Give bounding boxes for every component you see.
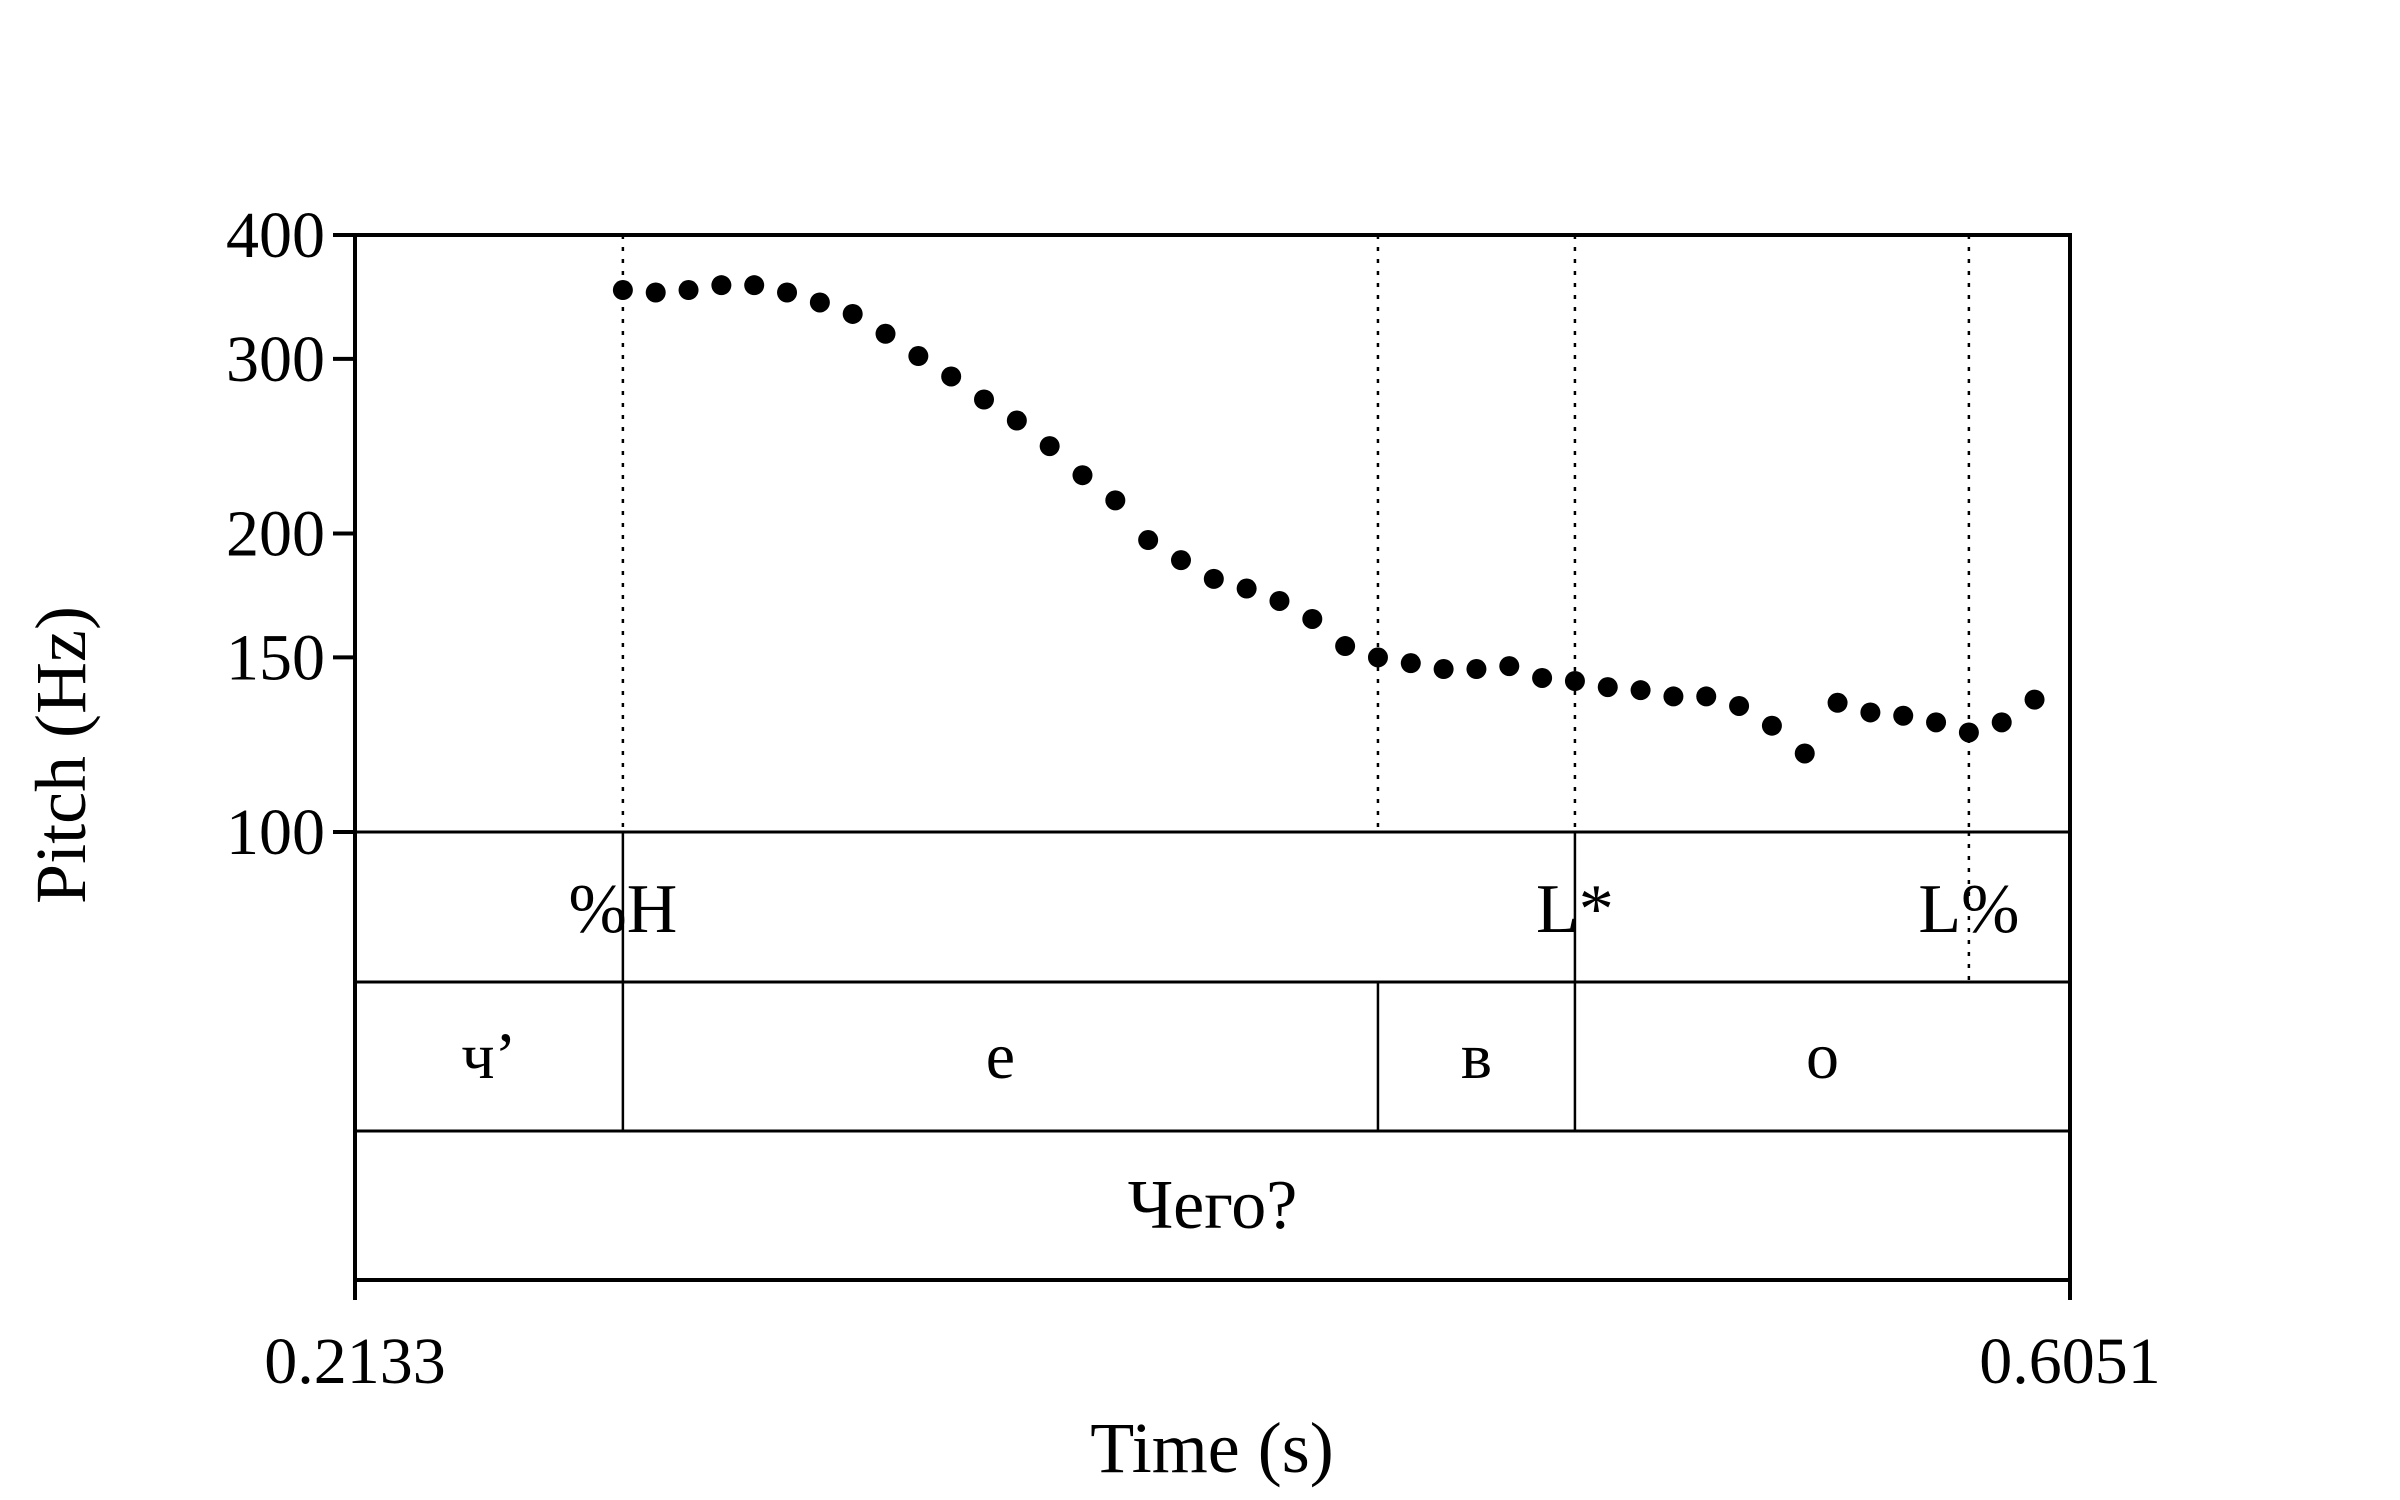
pitch-point <box>1170 550 1191 571</box>
word-label: Чего? <box>1128 1167 1298 1244</box>
pitch-point <box>1105 490 1126 511</box>
x-axis-title: Time (s) <box>1090 1408 1333 1488</box>
pitch-point <box>1827 692 1848 713</box>
pitch-point <box>1729 695 1750 716</box>
pitch-point <box>1860 702 1881 723</box>
x-tick-label: 0.6051 <box>1979 1325 2161 1398</box>
segment-tier: ч’ е в о <box>461 1020 1839 1093</box>
pitch-point <box>1433 659 1454 680</box>
pitch-point <box>875 323 896 344</box>
pitch-point <box>1203 568 1224 589</box>
pitch-point <box>1630 680 1651 701</box>
tone-label: %H <box>568 871 677 948</box>
pitch-point <box>1236 578 1257 599</box>
pitch-point <box>1400 653 1421 674</box>
pitch-point <box>645 282 666 303</box>
segment-label: ч’ <box>461 1020 516 1093</box>
y-tick-label: 150 <box>226 621 325 694</box>
pitch-point <box>1597 677 1618 698</box>
pitch-point <box>1302 608 1323 629</box>
pitch-point <box>809 292 830 313</box>
segment-label: е <box>986 1020 1015 1093</box>
pitch-point <box>1926 712 1947 733</box>
y-axis-title: Pitch (Hz) <box>21 606 101 904</box>
tone-label: L% <box>1918 871 2019 948</box>
pitch-point <box>1564 670 1585 691</box>
tone-label: L* <box>1536 871 1614 948</box>
segment-label: о <box>1806 1020 1839 1093</box>
x-tick-label: 0.2133 <box>264 1325 446 1398</box>
pitch-point <box>1794 743 1815 764</box>
pitch-point <box>2024 689 2045 710</box>
y-tick-label: 200 <box>226 498 325 571</box>
pitch-point <box>1532 667 1553 688</box>
pitch-point <box>1269 590 1290 611</box>
pitch-point <box>711 275 732 296</box>
pitch-point <box>744 275 765 296</box>
y-axis: 100 150 200 300 400 <box>226 199 355 869</box>
pitch-point <box>1991 712 2012 733</box>
y-tick-label: 400 <box>226 199 325 272</box>
pitch-point <box>612 280 633 301</box>
pitch-point <box>1466 659 1487 680</box>
pitch-point <box>1039 436 1060 457</box>
pitch-point <box>908 346 929 367</box>
y-tick-label: 100 <box>226 796 325 869</box>
pitch-point <box>1663 686 1684 707</box>
pitch-point <box>1893 705 1914 726</box>
pitch-point <box>1761 715 1782 736</box>
tone-tier: %H L* L% <box>568 871 2019 948</box>
pitch-point <box>777 282 798 303</box>
pitch-point <box>1006 410 1027 431</box>
pitch-points <box>612 275 2045 764</box>
boundary-lines <box>621 235 1971 982</box>
y-tick-label: 300 <box>226 323 325 396</box>
pitch-point <box>1335 636 1356 657</box>
pitch-point <box>1696 686 1717 707</box>
pitch-point <box>941 366 962 387</box>
pitch-point <box>974 389 995 410</box>
tier-lines <box>355 830 2070 1133</box>
word-tier: Чего? <box>1128 1167 1298 1244</box>
pitch-point <box>1367 647 1388 668</box>
segment-label: в <box>1461 1020 1492 1093</box>
pitch-point <box>1499 656 1520 677</box>
pitch-point <box>678 280 699 301</box>
pitch-point <box>1138 530 1159 551</box>
pitch-point <box>842 303 863 324</box>
x-axis: 0.2133 0.6051 <box>264 1278 2161 1398</box>
pitch-point <box>1072 465 1093 486</box>
pitch-point <box>1958 722 1979 743</box>
